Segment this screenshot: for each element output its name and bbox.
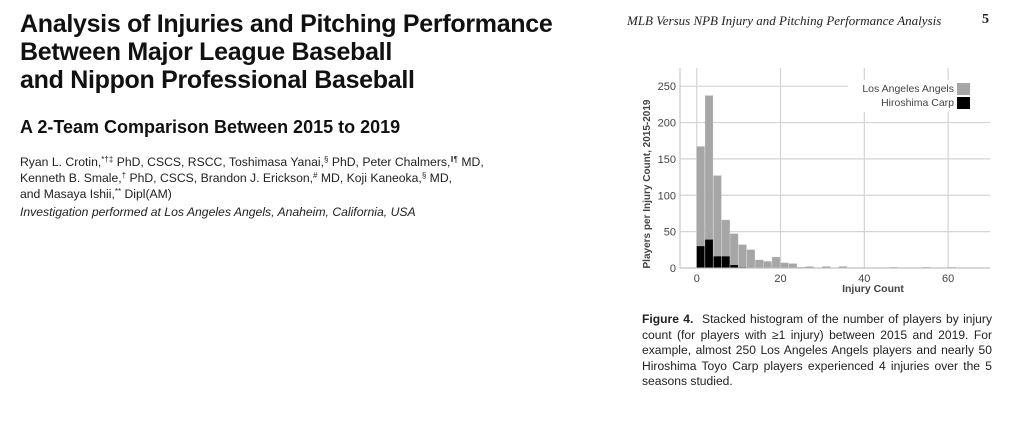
title-line-1: Analysis of Injuries and Pitching Perfor… bbox=[20, 10, 553, 38]
author-name: Ryan L. Crotin, bbox=[20, 155, 102, 169]
bars bbox=[696, 95, 957, 269]
affiliation-marks: ‖¶ bbox=[450, 155, 458, 164]
bar-angels bbox=[755, 259, 764, 269]
legend-swatch-angels bbox=[957, 83, 970, 95]
affiliation-marks: § bbox=[323, 155, 329, 164]
bar-angels bbox=[771, 256, 781, 269]
author-name: Peter Chalmers, bbox=[362, 155, 451, 169]
affiliation-marks: § bbox=[421, 171, 427, 180]
author-credentials: MD, bbox=[317, 171, 347, 185]
y-tick-label: 50 bbox=[664, 227, 676, 239]
bar-carp bbox=[713, 256, 722, 268]
author-line-2: Kenneth B. Smale,† PhD, CSCS, Brandon J.… bbox=[20, 170, 484, 186]
y-tick-label: 200 bbox=[658, 118, 676, 130]
author-list: Ryan L. Crotin,*†‡ PhD, CSCS, RSCC, Tosh… bbox=[20, 154, 484, 202]
x-tick-label: 0 bbox=[694, 273, 700, 285]
legend-swatch-carp bbox=[957, 97, 970, 109]
author-credentials: MD, bbox=[457, 155, 484, 169]
x-tick-label: 20 bbox=[774, 273, 786, 285]
caption-text: Stacked histogram of the number of playe… bbox=[642, 312, 992, 389]
affiliation-marks: ** bbox=[114, 187, 122, 196]
author-line-1: Ryan L. Crotin,*†‡ PhD, CSCS, RSCC, Tosh… bbox=[20, 154, 484, 170]
article-subtitle: A 2-Team Comparison Between 2015 to 2019 bbox=[20, 117, 401, 137]
bar-angels bbox=[713, 175, 722, 269]
bar-carp bbox=[721, 256, 730, 268]
running-head: MLB Versus NPB Injury and Pitching Perfo… bbox=[627, 13, 942, 28]
title-line-3: and Nippon Professional Baseball bbox=[20, 66, 415, 94]
figure-caption: Figure 4. Stacked histogram of the numbe… bbox=[642, 312, 992, 390]
bar-angels bbox=[780, 262, 789, 269]
legend-label-carp: Hiroshima Carp bbox=[881, 97, 954, 109]
legend-label-angels: Los Angeles Angels bbox=[862, 83, 954, 95]
author-credentials: PhD, CSCS, bbox=[126, 171, 201, 185]
author-credentials: MD, bbox=[426, 171, 453, 185]
injury-histogram-chart: 0 50 100 150 200 250 0 20 40 60 Injury Count Play… bbox=[642, 68, 994, 295]
author-credentials: PhD, CSCS, RSCC, bbox=[113, 155, 229, 169]
x-axis-label: Injury Count bbox=[842, 283, 904, 295]
bar-angels bbox=[788, 263, 797, 269]
article-title: Analysis of Injuries and Pitching Perfor… bbox=[20, 10, 553, 94]
legend: Los Angeles Angels Hiroshima Carp bbox=[848, 80, 994, 112]
bar-carp bbox=[696, 246, 705, 268]
y-tick-label: 100 bbox=[658, 190, 676, 202]
y-tick-label: 150 bbox=[658, 154, 676, 166]
author-credentials: PhD, bbox=[328, 155, 363, 169]
bar-angels bbox=[730, 233, 739, 269]
author-name: and Masaya Ishii, bbox=[20, 187, 115, 201]
affiliation-marks: *†‡ bbox=[101, 155, 114, 164]
author-name: Kenneth B. Smale, bbox=[20, 171, 122, 185]
bar-angels bbox=[746, 249, 756, 269]
author-credentials: Dipl(AM) bbox=[121, 187, 172, 201]
affiliation-marks: † bbox=[121, 171, 127, 180]
y-tick-label: 250 bbox=[658, 81, 676, 93]
author-name: Koji Kaneoka, bbox=[346, 171, 422, 185]
bar-carp bbox=[730, 265, 739, 268]
affiliation-marks: # bbox=[313, 171, 318, 180]
institution-note: Investigation performed at Los Angeles A… bbox=[20, 205, 416, 219]
axes: 0 50 100 150 200 250 0 20 40 60 bbox=[658, 68, 990, 285]
figure-label: Figure 4. bbox=[642, 312, 694, 326]
x-tick-label: 40 bbox=[858, 273, 870, 285]
y-axis-label: Players per Injury Count, 2015-2019 bbox=[642, 99, 653, 268]
title-line-2: Between Major League Baseball bbox=[20, 38, 392, 66]
y-tick-label: 0 bbox=[670, 263, 676, 275]
author-name: Brandon J. Erickson, bbox=[200, 171, 314, 185]
author-line-3: and Masaya Ishii,** Dipl(AM) bbox=[20, 186, 484, 202]
author-name: Toshimasa Yanai, bbox=[228, 155, 324, 169]
x-tick-label: 60 bbox=[942, 273, 954, 285]
bar-angels bbox=[738, 244, 747, 269]
bar-angels bbox=[763, 261, 772, 269]
bar-carp bbox=[705, 239, 713, 268]
page-number: 5 bbox=[982, 12, 989, 27]
